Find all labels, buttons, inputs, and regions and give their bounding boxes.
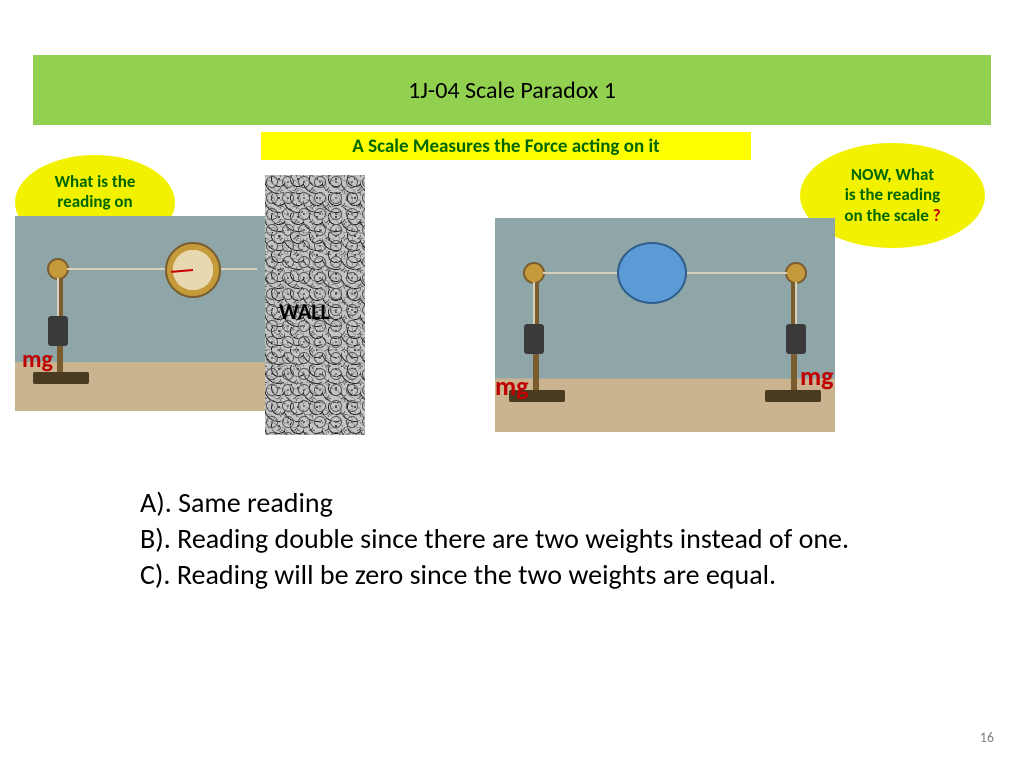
experiment-photo-right: [495, 218, 835, 432]
slide-title: 1J-04 Scale Paradox 1: [33, 55, 991, 125]
page-number: 16: [980, 729, 994, 746]
blue-circle-icon: [617, 242, 687, 304]
bubble-right-line3: on the scale: [844, 205, 928, 226]
answer-options: A). Same reading B). Reading double sinc…: [140, 485, 900, 592]
wall-label: WALL: [279, 298, 330, 325]
slide-subtitle: A Scale Measures the Force acting on it: [261, 132, 751, 160]
bubble-right-line2: is the reading: [845, 184, 941, 205]
mg-label-right: mg: [800, 360, 833, 392]
answer-b: B). Reading double since there are two w…: [140, 521, 900, 557]
mg-label-left: mg: [22, 345, 53, 374]
scale-dial-icon: [165, 242, 221, 298]
answer-a: A). Same reading: [140, 485, 900, 521]
mg-label-mid: mg: [495, 370, 528, 402]
answer-c: C). Reading will be zero since the two w…: [140, 557, 900, 593]
bubble-right-qmark: ?: [929, 205, 941, 226]
experiment-photo-left: [15, 216, 265, 411]
bubble-left-line1: What is the: [55, 171, 136, 192]
bubble-right-line1: NOW, What: [851, 164, 934, 185]
bubble-left-line2: reading on: [57, 191, 132, 212]
